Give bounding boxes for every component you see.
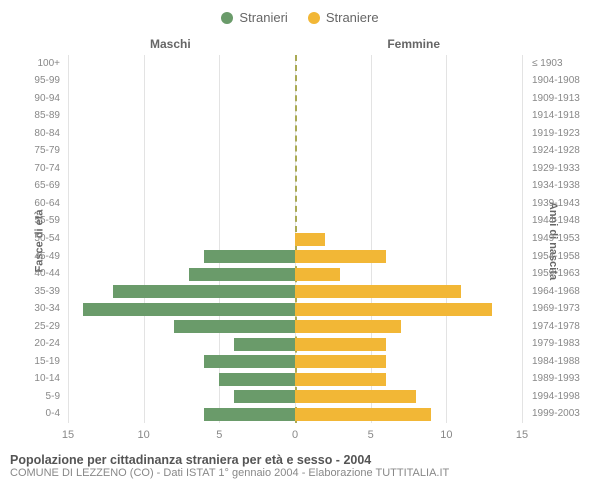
y-label-age: 60-64 (0, 198, 64, 209)
y-label-age: 80-84 (0, 128, 64, 139)
y-label-year: 1999-2003 (528, 408, 600, 419)
footer-title: Popolazione per cittadinanza straniera p… (0, 451, 600, 467)
y-label-age: 15-19 (0, 356, 64, 367)
y-label-age: 30-34 (0, 303, 64, 314)
y-label-age: 100+ (0, 58, 64, 69)
y-label-age: 10-14 (0, 373, 64, 384)
legend: Stranieri Straniere (0, 0, 600, 31)
gridline (68, 55, 69, 423)
y-label-year: 1994-1998 (528, 391, 600, 402)
bar-male (234, 338, 295, 351)
x-tick: 5 (216, 429, 222, 441)
y-label-year: 1944-1948 (528, 215, 600, 226)
bar-female (295, 373, 386, 386)
y-label-year: 1934-1938 (528, 180, 600, 191)
y-label-age: 25-29 (0, 321, 64, 332)
y-label-year: 1974-1978 (528, 321, 600, 332)
y-label-year: 1954-1958 (528, 251, 600, 262)
bar-male (204, 408, 295, 421)
y-label-year: ≤ 1903 (528, 58, 600, 69)
legend-label-male: Stranieri (239, 10, 287, 25)
column-header-right: Femmine (387, 37, 440, 51)
x-tick: 5 (368, 429, 374, 441)
y-label-year: 1984-1988 (528, 356, 600, 367)
x-tick: 0 (292, 429, 298, 441)
bar-male (204, 355, 295, 368)
x-tick: 15 (516, 429, 528, 441)
y-label-year: 1919-1923 (528, 128, 600, 139)
legend-swatch-female (308, 12, 320, 24)
legend-label-female: Straniere (326, 10, 379, 25)
bar-female (295, 233, 325, 246)
gridline (144, 55, 145, 423)
y-label-age: 65-69 (0, 180, 64, 191)
y-label-age: 45-49 (0, 251, 64, 262)
y-label-age: 40-44 (0, 268, 64, 279)
x-tick: 15 (62, 429, 74, 441)
bar-female (295, 303, 492, 316)
footer-subtitle: COMUNE DI LEZZENO (CO) - Dati ISTAT 1° g… (0, 467, 600, 479)
y-label-age: 0-4 (0, 408, 64, 419)
bar-female (295, 338, 386, 351)
bar-male (219, 373, 295, 386)
y-label-age: 90-94 (0, 93, 64, 104)
bar-male (204, 250, 295, 263)
bar-female (295, 268, 340, 281)
y-label-year: 1914-1918 (528, 110, 600, 121)
y-label-age: 85-89 (0, 110, 64, 121)
gridline (446, 55, 447, 423)
bar-male (83, 303, 295, 316)
y-label-age: 70-74 (0, 163, 64, 174)
chart: Maschi Femmine Fasce di età Anni di nasc… (0, 31, 600, 451)
y-label-year: 1909-1913 (528, 93, 600, 104)
y-label-year: 1964-1968 (528, 286, 600, 297)
bar-female (295, 355, 386, 368)
bar-female (295, 250, 386, 263)
y-label-age: 75-79 (0, 145, 64, 156)
column-header-left: Maschi (150, 37, 191, 51)
bar-male (113, 285, 295, 298)
y-label-year: 1904-1908 (528, 75, 600, 86)
x-tick: 10 (440, 429, 452, 441)
legend-swatch-male (221, 12, 233, 24)
bar-female (295, 285, 461, 298)
legend-item-female: Straniere (308, 10, 379, 25)
y-label-year: 1979-1983 (528, 338, 600, 349)
bar-female (295, 390, 416, 403)
plot-area (68, 55, 522, 423)
bar-female (295, 408, 431, 421)
gridline (522, 55, 523, 423)
x-tick: 10 (138, 429, 150, 441)
y-label-age: 5-9 (0, 391, 64, 402)
y-label-year: 1939-1943 (528, 198, 600, 209)
y-label-year: 1924-1928 (528, 145, 600, 156)
bar-male (189, 268, 295, 281)
legend-item-male: Stranieri (221, 10, 287, 25)
y-label-year: 1959-1963 (528, 268, 600, 279)
bar-male (234, 390, 295, 403)
y-label-age: 35-39 (0, 286, 64, 297)
y-label-age: 95-99 (0, 75, 64, 86)
y-label-year: 1929-1933 (528, 163, 600, 174)
y-label-year: 1989-1993 (528, 373, 600, 384)
y-label-age: 55-59 (0, 215, 64, 226)
y-label-age: 50-54 (0, 233, 64, 244)
y-label-year: 1969-1973 (528, 303, 600, 314)
bar-female (295, 320, 401, 333)
y-label-age: 20-24 (0, 338, 64, 349)
y-label-year: 1949-1953 (528, 233, 600, 244)
bar-male (174, 320, 295, 333)
